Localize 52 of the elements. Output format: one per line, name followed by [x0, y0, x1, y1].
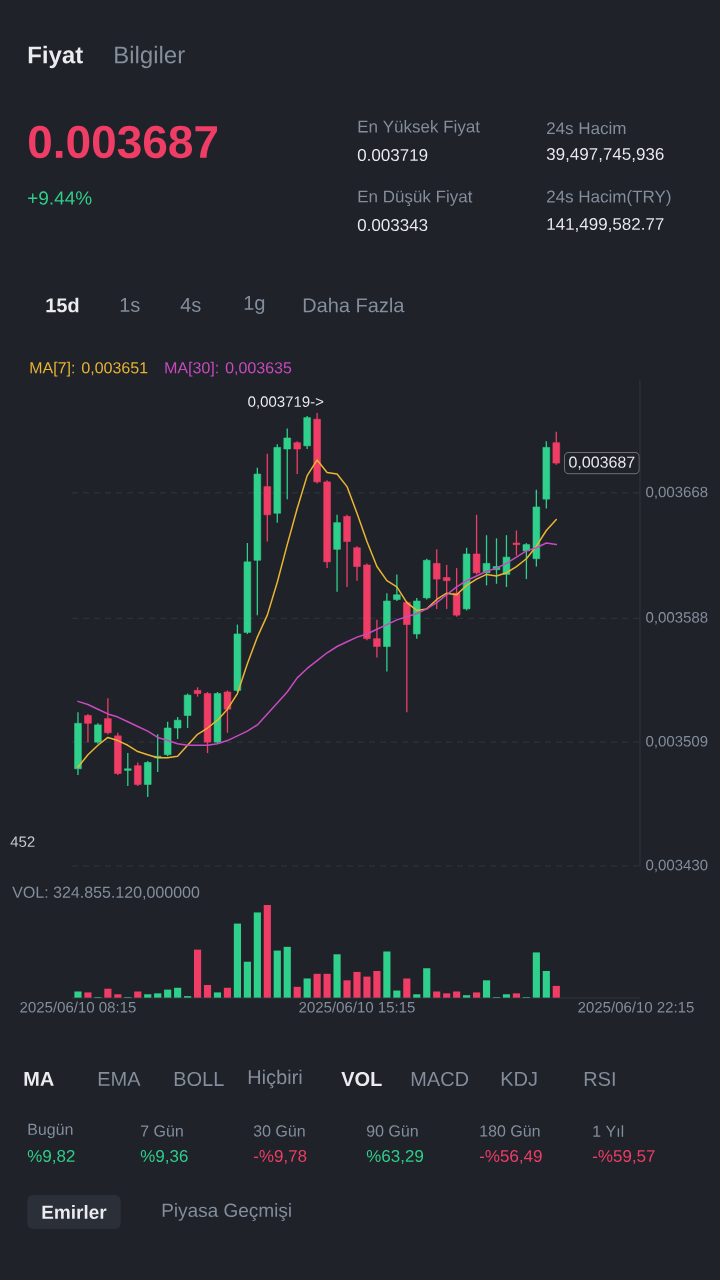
text: 0.003719 — [357, 148, 428, 162]
text: +9.44% — [28, 191, 92, 205]
text: En Yüksek Fiyat — [358, 120, 480, 136]
text: Hiçbiri — [248, 1069, 302, 1089]
text: 452 — [10, 836, 35, 847]
text: MA — [24, 1072, 54, 1086]
text: 141,499,582.77 — [547, 217, 664, 233]
text: Fiyat — [28, 45, 83, 69]
text: Piyasa Geçmişi — [162, 1203, 291, 1221]
x-tick-label: 2025/06/10 08:15 — [20, 1001, 136, 1013]
text: 7 Gün — [141, 1125, 183, 1137]
y-tick-label: 0,003509 — [646, 735, 708, 749]
chart-title: VOL: 324.855.120,000000 — [12, 886, 200, 900]
text: 30 Gün — [253, 1125, 305, 1137]
text: 15d — [46, 297, 79, 313]
annotation: 0,003687 — [569, 456, 635, 470]
text: 1s — [120, 298, 140, 312]
y-tick-label: 0,003588 — [646, 612, 708, 625]
text: VOL — [341, 1071, 382, 1087]
text: Daha Fazla — [303, 297, 405, 313]
text: MA[30]: 0,003635 — [165, 361, 292, 377]
text: Emirler — [42, 1205, 107, 1219]
text: MA[7]: 0,003651 — [30, 361, 148, 377]
text: %63,29 — [366, 1149, 424, 1165]
text: 0.003687 — [29, 125, 217, 159]
text: 4s — [180, 298, 201, 312]
text: Bugün — [28, 1123, 73, 1139]
text: 1 Yıl — [593, 1125, 624, 1137]
y-tick-label: 0,003668 — [646, 486, 708, 500]
x-tick-label: 2025/06/10 15:15 — [299, 1001, 415, 1013]
text: KDJ — [501, 1072, 537, 1086]
text: -%59,57 — [592, 1149, 655, 1165]
text: 24s Hacim(TRY) — [547, 190, 671, 206]
text: MACD — [411, 1071, 469, 1087]
y-tick-label: 0,003430 — [646, 859, 708, 873]
text: 0.003343 — [357, 218, 428, 232]
text: -%9,78 — [253, 1149, 307, 1165]
text: 1g — [244, 296, 265, 314]
text: BOLL — [174, 1071, 224, 1087]
text: En Düşük Fiyat — [358, 190, 473, 206]
text: 39,497,745,936 — [546, 147, 664, 163]
text: RSI — [584, 1071, 615, 1087]
text: %9,82 — [27, 1149, 75, 1165]
text: -%56,49 — [479, 1149, 542, 1165]
text: EMA — [98, 1072, 141, 1086]
text: 24s Hacim — [547, 121, 626, 135]
annotation: 0,003719-> — [248, 396, 324, 409]
text: 180 Gün — [480, 1125, 540, 1137]
text: 90 Gün — [366, 1125, 418, 1137]
x-tick-label: 2025/06/10 22:15 — [578, 1001, 694, 1013]
text: Bilgiler — [115, 45, 185, 69]
text: %9,36 — [140, 1149, 188, 1165]
